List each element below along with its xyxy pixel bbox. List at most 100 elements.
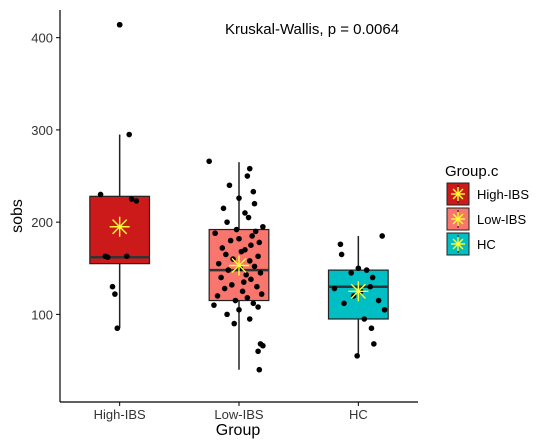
data-point: [367, 283, 374, 290]
data-point: [244, 173, 251, 179]
data-point: [211, 302, 217, 308]
data-point: [355, 265, 362, 272]
data-point: [337, 241, 344, 248]
data-point: [114, 325, 121, 332]
data-point: [220, 205, 227, 212]
data-point: [379, 233, 386, 239]
data-point: [251, 263, 258, 270]
data-point: [229, 282, 235, 288]
x-tick-label: HC: [349, 407, 368, 422]
data-point: [238, 248, 245, 255]
data-point: [232, 297, 239, 304]
data-point: [250, 300, 257, 307]
data-point: [256, 366, 263, 373]
data-point: [242, 210, 248, 216]
data-point: [331, 285, 338, 292]
mean-marker: [109, 216, 130, 237]
data-point: [246, 165, 253, 172]
data-point: [368, 325, 375, 332]
data-point: [243, 271, 249, 278]
data-point: [260, 223, 266, 230]
legend-mean-marker: [451, 187, 465, 201]
data-point: [255, 253, 261, 260]
data-point: [126, 131, 133, 138]
x-tick-label: High-IBS: [94, 407, 146, 422]
data-point: [258, 291, 265, 297]
data-point: [255, 348, 261, 355]
data-point: [116, 21, 123, 28]
data-point: [218, 274, 224, 281]
data-point: [231, 320, 238, 327]
data-point: [249, 233, 255, 239]
data-point: [246, 316, 253, 322]
mean-marker: [348, 281, 369, 302]
data-point: [212, 230, 218, 237]
data-point: [248, 276, 254, 283]
data-point: [109, 283, 116, 290]
legend-title: Group.c: [445, 163, 499, 180]
data-point: [256, 239, 263, 246]
data-point: [255, 304, 261, 310]
data-point: [252, 228, 259, 235]
data-point: [246, 258, 253, 264]
data-point: [214, 293, 221, 299]
data-point: [361, 316, 368, 322]
legend-label: Low-IBS: [477, 212, 526, 227]
data-point: [348, 270, 354, 276]
data-point: [371, 341, 377, 347]
test-annotation: Kruskal-Wallis, p = 0.0064: [225, 21, 399, 38]
data-point: [381, 306, 388, 313]
legend-label: HC: [477, 237, 496, 252]
data-point: [236, 195, 242, 201]
legend: Group.c High-IBS Low-IBS HC: [445, 163, 529, 256]
data-point: [341, 300, 347, 307]
data-point: [250, 188, 257, 195]
data-point: [239, 288, 246, 295]
y-tick-label: 100: [31, 307, 53, 322]
data-point: [260, 342, 266, 349]
data-point: [233, 226, 240, 233]
data-point: [206, 158, 212, 165]
data-point: [236, 306, 242, 313]
data-point: [245, 214, 252, 221]
data-point: [236, 235, 242, 242]
legend-mean-marker-stroke: [452, 213, 464, 225]
data-point: [215, 260, 222, 267]
legend-label: High-IBS: [477, 187, 529, 202]
data-point: [254, 283, 260, 290]
mean-marker: [229, 255, 249, 276]
data-point: [102, 253, 109, 260]
data-point: [223, 251, 229, 258]
x-tick-label: Low-IBS: [214, 407, 263, 422]
data-point: [375, 297, 382, 304]
data-point: [354, 353, 360, 359]
data-point: [128, 196, 135, 202]
mean-marker-stroke: [112, 219, 128, 235]
data-point: [338, 251, 345, 258]
data-point: [133, 198, 140, 204]
data-point: [112, 291, 118, 297]
legend-mean-marker: [451, 237, 465, 251]
data-point: [225, 267, 232, 273]
legend-mean-marker: [451, 212, 465, 226]
mean-marker-stroke: [231, 257, 247, 274]
y-tick-label: 300: [31, 123, 53, 138]
data-point: [224, 219, 230, 225]
data-point: [363, 267, 370, 273]
data-point: [219, 245, 226, 251]
y-tick-label: 200: [31, 215, 53, 230]
y-tick-label: 400: [31, 31, 53, 46]
data-point: [227, 237, 234, 244]
data-point: [221, 285, 228, 292]
data-point: [251, 200, 258, 207]
y-axis-label: sobs: [9, 199, 26, 233]
legend-mean-marker-stroke: [452, 238, 464, 250]
data-point: [226, 182, 233, 189]
data-point: [244, 294, 251, 301]
mean-marker-stroke: [350, 283, 366, 299]
x-axis-label: Group: [216, 422, 261, 439]
data-point: [97, 191, 104, 198]
legend-mean-marker-stroke: [452, 188, 464, 200]
